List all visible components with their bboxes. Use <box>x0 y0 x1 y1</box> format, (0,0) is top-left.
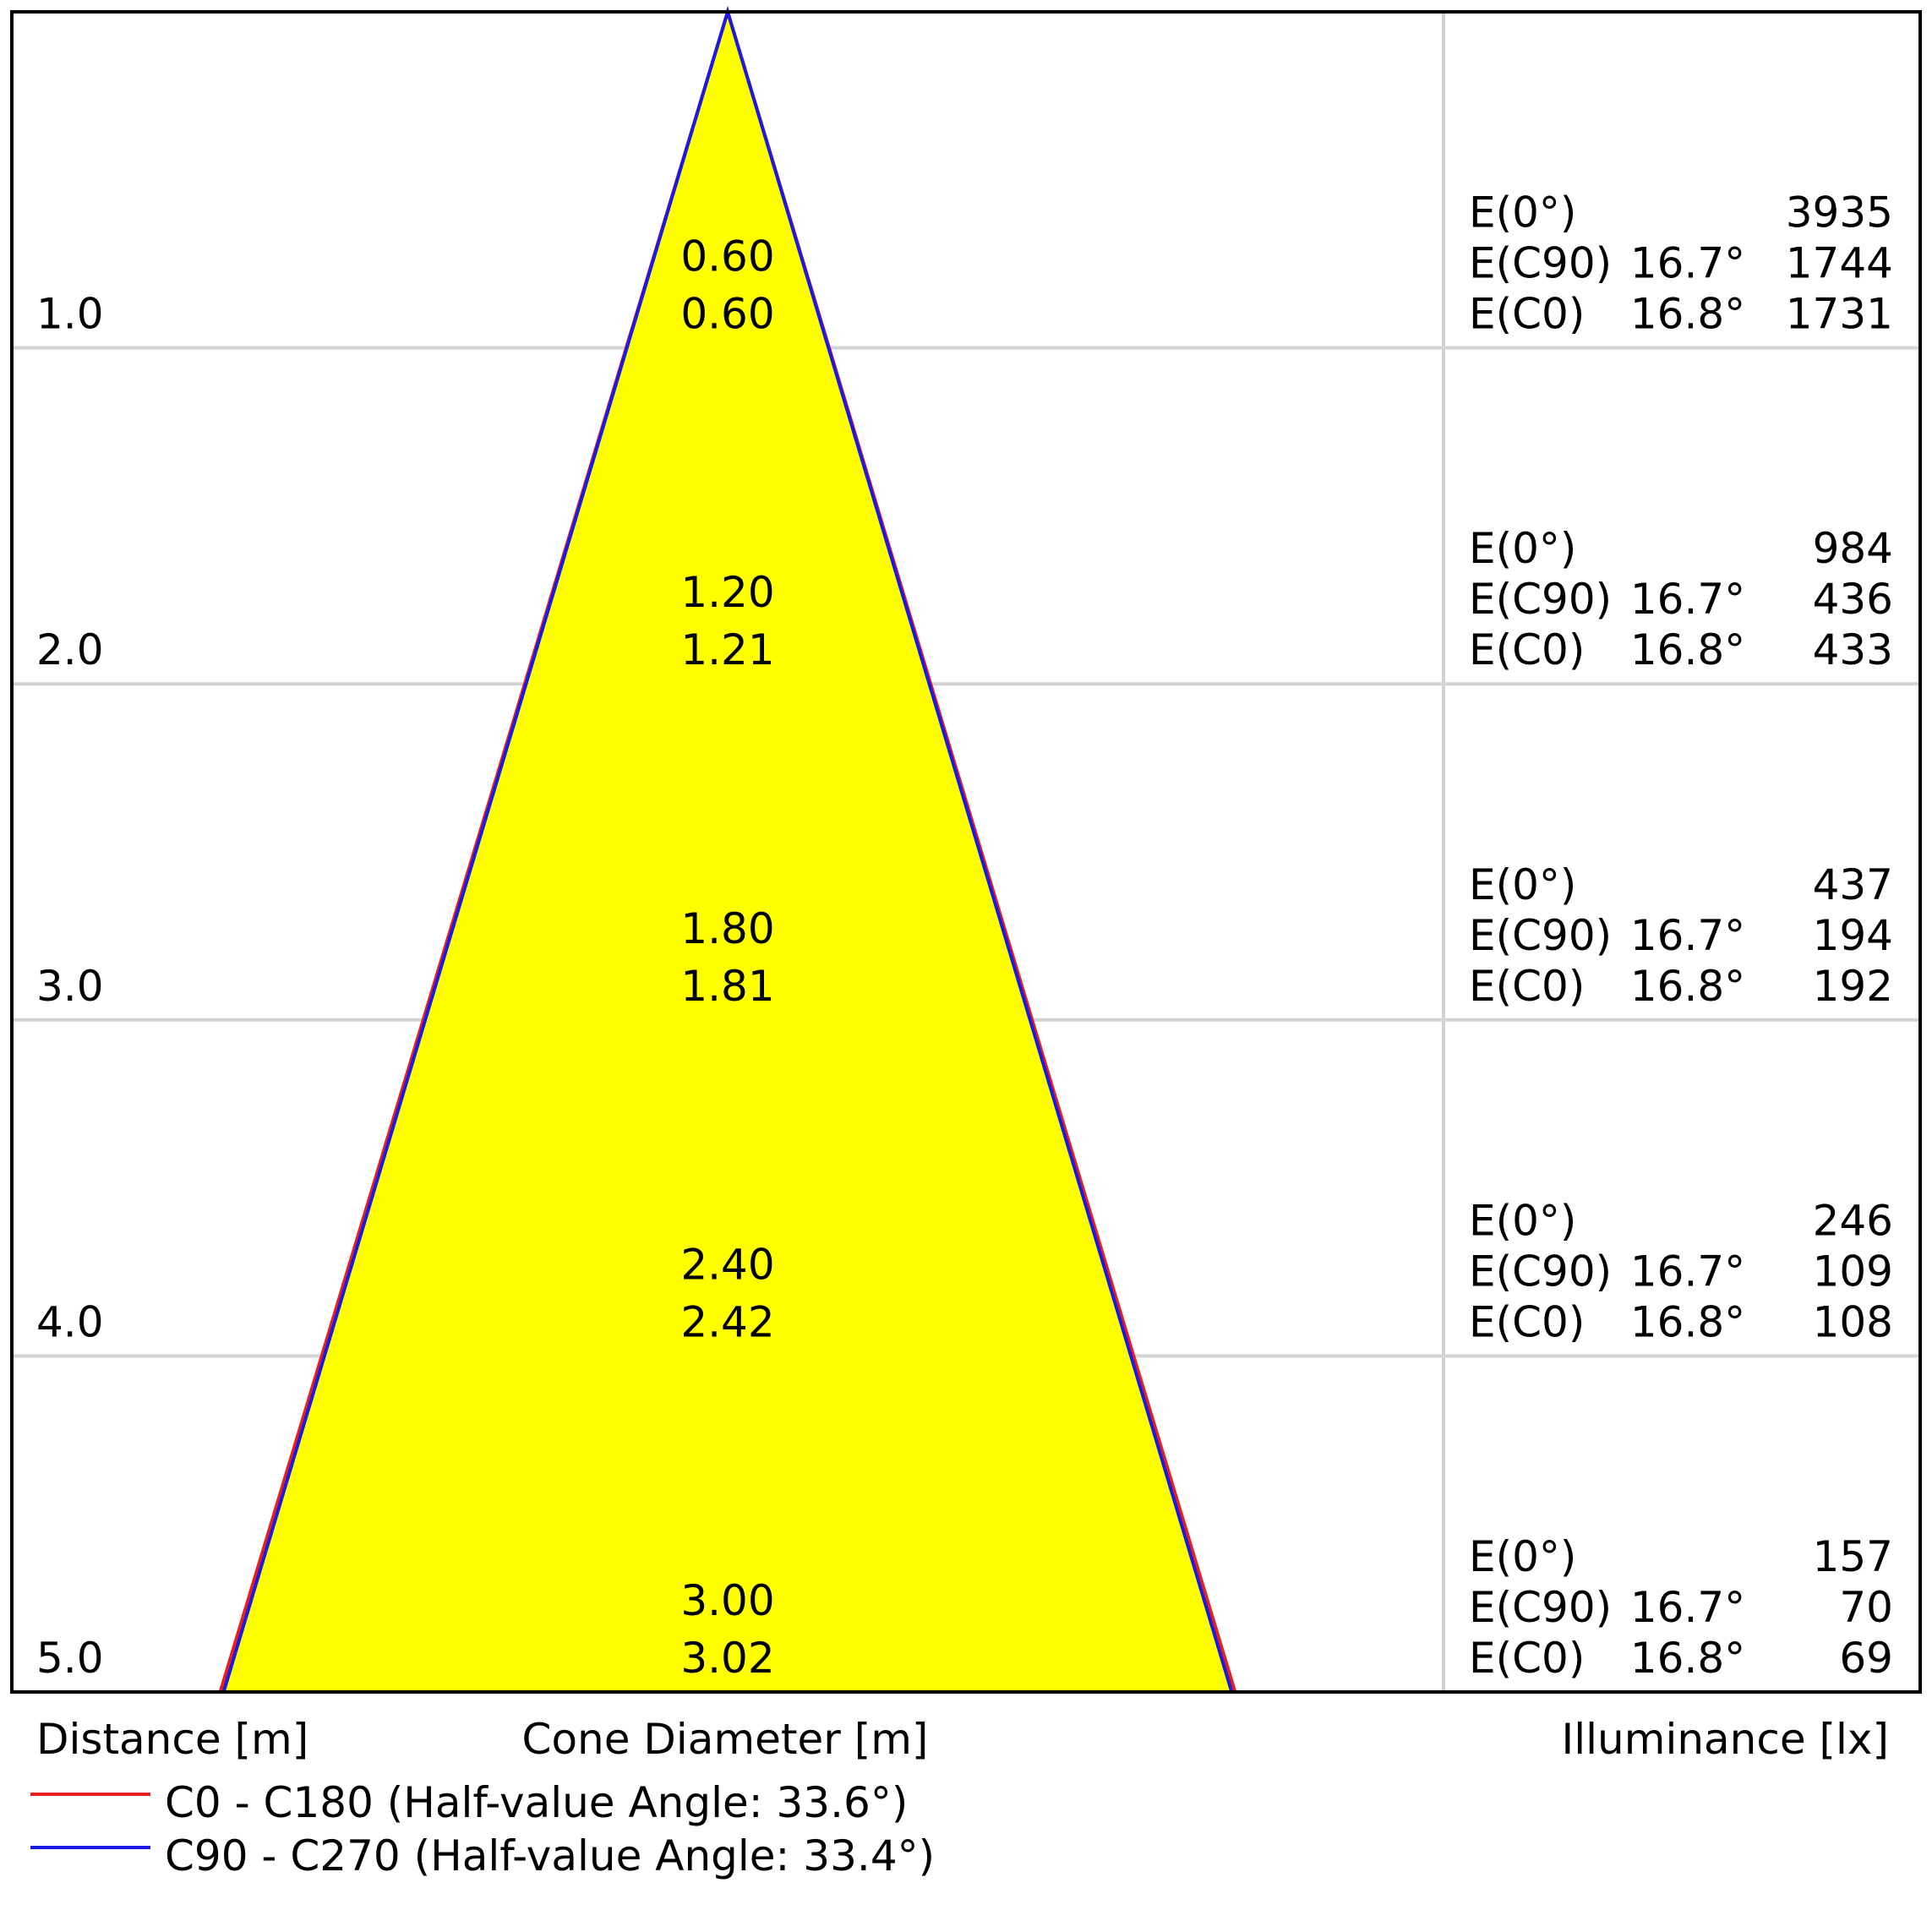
illuminance-value: 192 <box>1813 962 1893 1011</box>
illuminance-axis-label: Illuminance [lx] <box>1562 1715 1889 1764</box>
distance-tick-label: 4.0 <box>36 1297 104 1346</box>
frame-layer <box>10 10 1922 1694</box>
illuminance-angle: 16.8° <box>1630 962 1745 1011</box>
illuminance-label: E(0°) <box>1469 860 1576 909</box>
illuminance-value: 437 <box>1813 860 1893 909</box>
cone-diameter-c0-label: 1.20 <box>680 568 774 617</box>
illuminance-value: 433 <box>1813 625 1893 674</box>
illuminance-angle: 16.7° <box>1630 575 1745 624</box>
cone-diameter-c90-label: 1.21 <box>680 625 774 674</box>
diameter-axis-label: Cone Diameter [m] <box>522 1715 929 1764</box>
cone-diameter-c0-label: 2.40 <box>680 1240 774 1289</box>
illuminance-value: 194 <box>1813 911 1893 960</box>
illuminance-label: E(0°) <box>1469 524 1576 573</box>
illuminance-label: E(C0) <box>1469 625 1585 674</box>
cone-diameter-c0-label: 0.60 <box>680 232 774 281</box>
cone-fill <box>220 12 1236 1692</box>
illuminance-label: E(0°) <box>1469 1532 1576 1581</box>
distance-tick-label: 2.0 <box>36 625 104 674</box>
illuminance-value: 108 <box>1813 1297 1893 1346</box>
illuminance-label: E(C0) <box>1469 290 1585 339</box>
cone-diameter-c90-label: 0.60 <box>680 290 774 339</box>
illuminance-label: E(C0) <box>1469 962 1585 1011</box>
illuminance-angle: 16.8° <box>1630 1297 1745 1346</box>
label-layer: 1.0 0.60 0.60 E(0°) 3935 E(C90) 16.7° 1744 E(C0)… <box>36 188 1893 1683</box>
illuminance-label: E(C90) <box>1469 1583 1612 1632</box>
illuminance-label: E(C90) <box>1469 239 1612 288</box>
legend-label-c90: C90 - C270 (Half-value Angle: 33.4°) <box>165 1831 935 1880</box>
illuminance-value: 3935 <box>1786 188 1893 237</box>
illuminance-value: 157 <box>1813 1532 1893 1581</box>
illuminance-angle: 16.7° <box>1630 1247 1745 1296</box>
illuminance-label: E(C90) <box>1469 1247 1612 1296</box>
illuminance-angle: 16.7° <box>1630 1583 1745 1632</box>
illuminance-value: 1744 <box>1786 239 1893 288</box>
illuminance-label: E(C0) <box>1469 1634 1585 1683</box>
illuminance-value: 984 <box>1813 524 1893 573</box>
cone-diameter-c90-label: 3.02 <box>680 1634 774 1683</box>
illuminance-angle: 16.7° <box>1630 911 1745 960</box>
distance-axis-label: Distance [m] <box>36 1715 308 1764</box>
cone-diameter-c90-label: 2.42 <box>680 1297 774 1346</box>
illuminance-angle: 16.8° <box>1630 1634 1745 1683</box>
illuminance-value: 109 <box>1813 1247 1893 1296</box>
illuminance-label: E(C90) <box>1469 575 1612 624</box>
illuminance-angle: 16.8° <box>1630 290 1745 339</box>
distance-tick-label: 3.0 <box>36 962 104 1011</box>
illuminance-label: E(0°) <box>1469 1196 1576 1245</box>
illuminance-angle: 16.7° <box>1630 239 1745 288</box>
illuminance-label: E(C90) <box>1469 911 1612 960</box>
cone-diameter-c90-label: 1.81 <box>680 962 774 1011</box>
cone-diameter-c0-label: 3.00 <box>680 1576 774 1625</box>
illuminance-value: 69 <box>1839 1634 1893 1683</box>
distance-tick-label: 5.0 <box>36 1634 104 1683</box>
illuminance-label: E(0°) <box>1469 188 1576 237</box>
illuminance-angle: 16.8° <box>1630 625 1745 674</box>
cone-diameter-c0-label: 1.80 <box>680 904 774 953</box>
distance-tick-label: 1.0 <box>36 290 104 339</box>
illuminance-value: 1731 <box>1786 290 1893 339</box>
illuminance-value: 70 <box>1839 1583 1893 1632</box>
illuminance-label: E(C0) <box>1469 1297 1585 1346</box>
illuminance-value: 246 <box>1813 1196 1893 1245</box>
legend: C0 - C180 (Half-value Angle: 33.6°) C90 … <box>30 1778 935 1880</box>
illuminance-value: 436 <box>1813 575 1893 624</box>
plot-frame <box>10 10 1922 1694</box>
legend-label-c0: C0 - C180 (Half-value Angle: 33.6°) <box>165 1778 908 1827</box>
